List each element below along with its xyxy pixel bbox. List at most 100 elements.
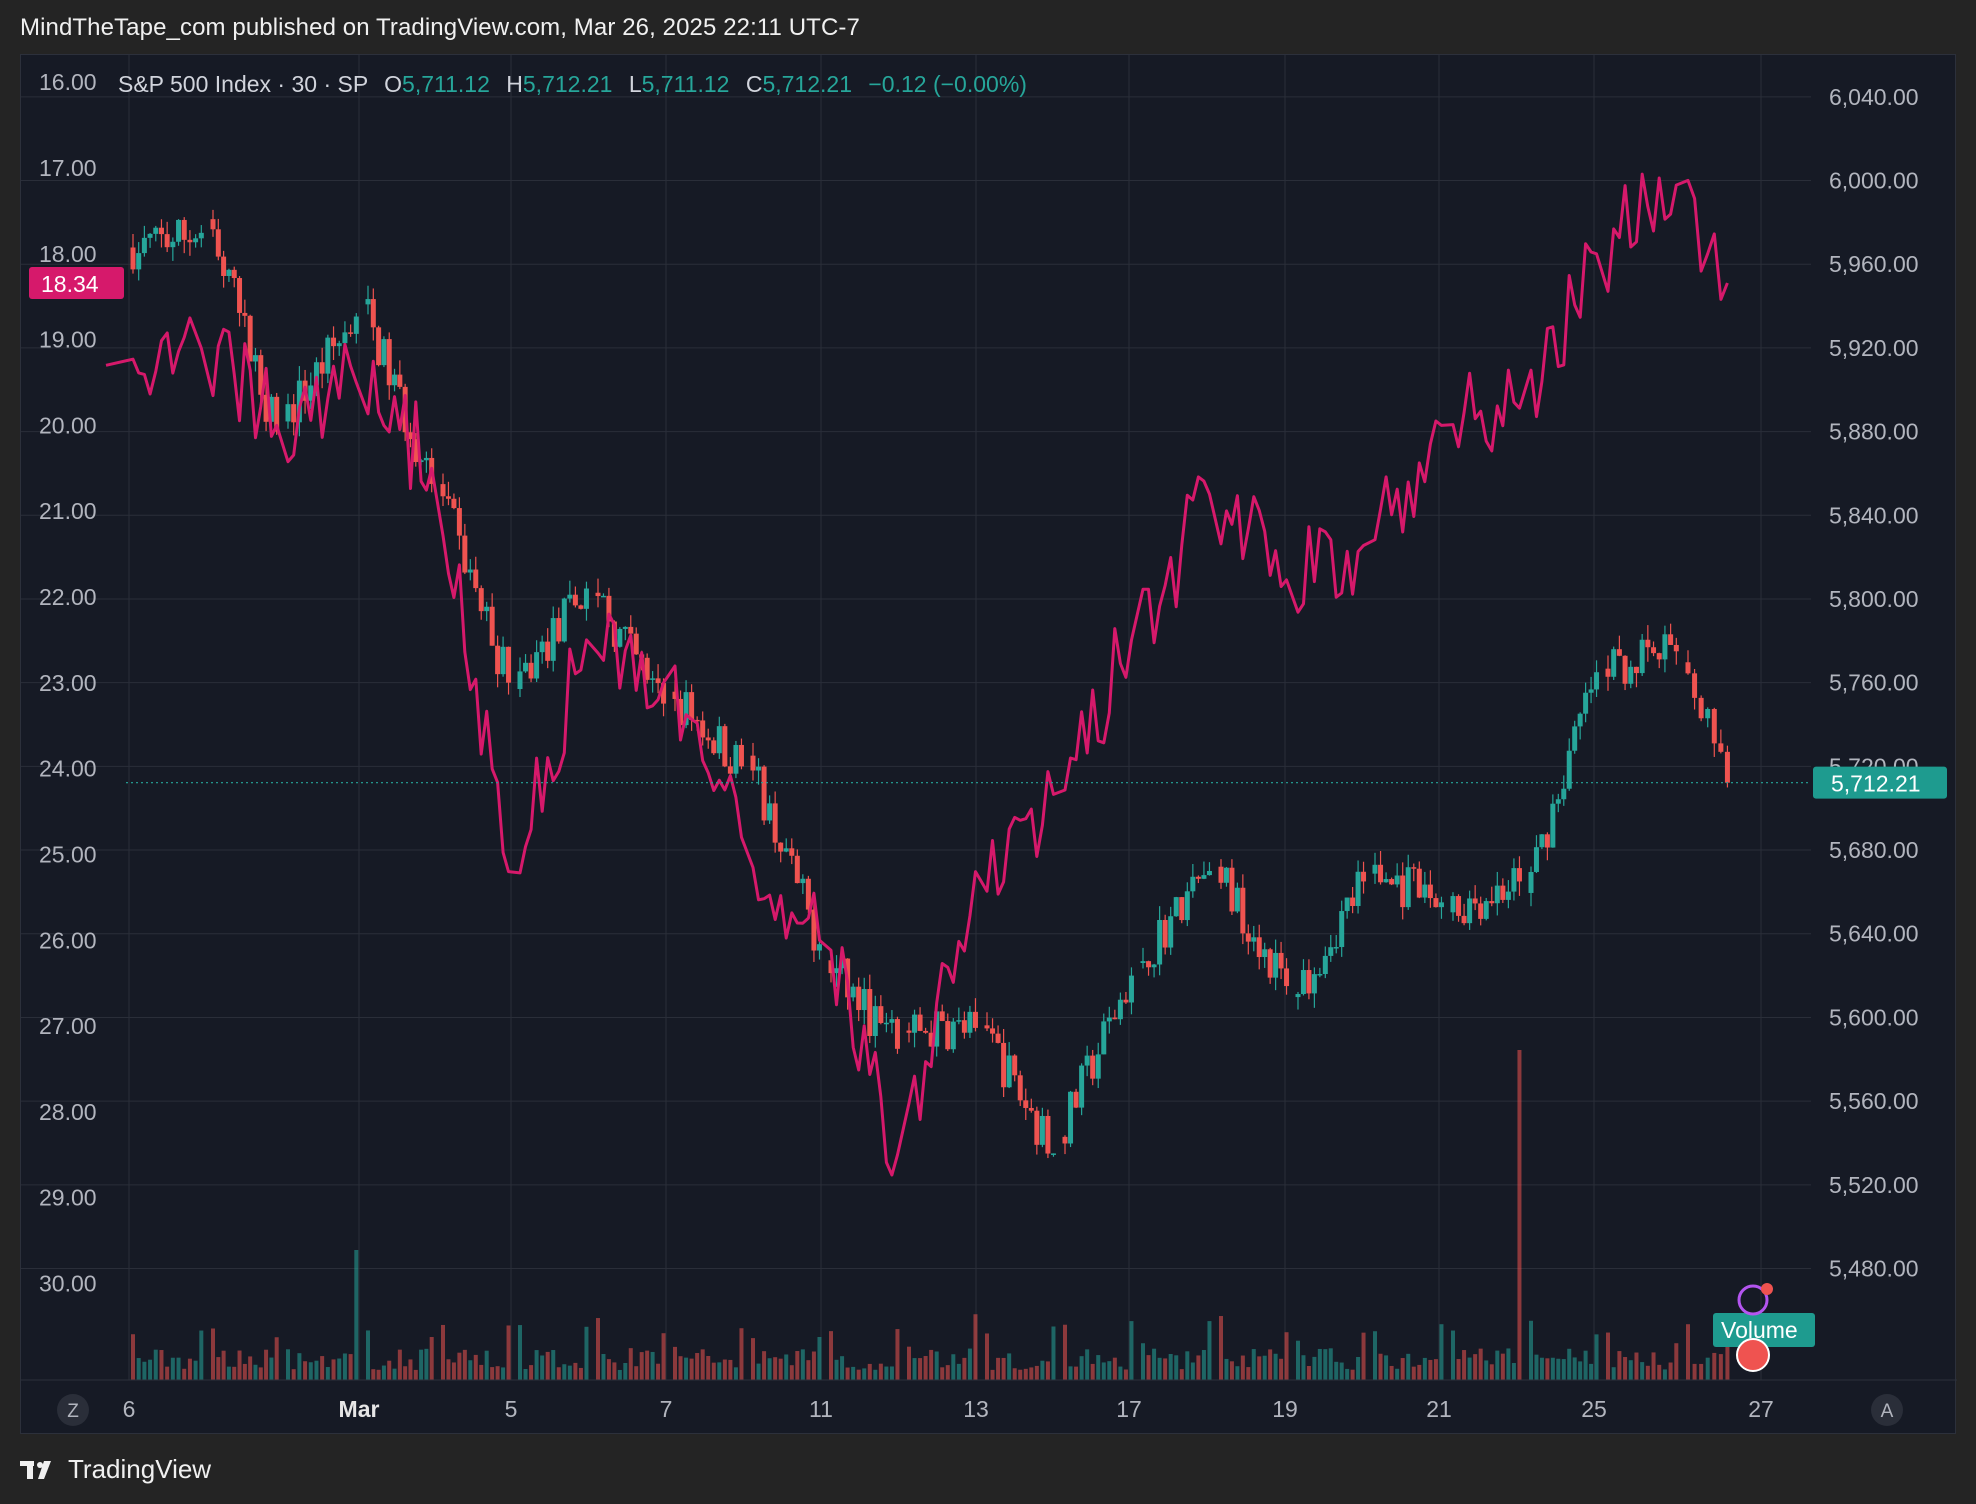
volume-bar <box>918 1358 923 1380</box>
volume-bar <box>689 1358 694 1380</box>
candle-body <box>423 457 429 461</box>
high-value: 5,712.21 <box>522 71 613 97</box>
candle-body <box>672 691 678 699</box>
volume-bar <box>159 1350 164 1380</box>
volume-bar <box>1296 1340 1300 1380</box>
candle-body <box>198 232 204 239</box>
z-scale-button[interactable]: Z <box>57 1394 89 1426</box>
candle-body <box>1039 1115 1045 1145</box>
volume-bar <box>187 1358 192 1380</box>
candle-body <box>878 1006 884 1024</box>
candle-body <box>1284 968 1290 987</box>
volume-bar <box>1207 1321 1212 1380</box>
candle-body <box>912 1014 918 1033</box>
volume-bar <box>1045 1361 1050 1380</box>
volume-bar <box>1251 1349 1256 1380</box>
candle-body <box>478 588 484 612</box>
volume-bar <box>1279 1358 1284 1380</box>
time-tick-label: 27 <box>1748 1396 1774 1422</box>
candle-body <box>141 237 147 254</box>
volume-bar <box>237 1350 242 1380</box>
volume-bar <box>634 1366 639 1380</box>
volume-bar <box>1651 1352 1656 1380</box>
volume-bar <box>506 1325 511 1380</box>
candle-body <box>489 606 495 646</box>
candle-body <box>1400 875 1406 908</box>
candle-body <box>1422 884 1428 898</box>
volume-bar <box>523 1369 528 1380</box>
volume-bar <box>1467 1357 1472 1380</box>
auto-scale-button[interactable]: A <box>1871 1394 1903 1426</box>
vix-badge-bg <box>29 266 124 299</box>
volume-bar <box>778 1358 783 1380</box>
candle-body <box>506 646 512 683</box>
volume-bar <box>1617 1351 1622 1380</box>
volume-bar <box>325 1367 330 1380</box>
volume-bar <box>1439 1324 1444 1380</box>
candle-body <box>1550 803 1556 848</box>
candle-body <box>1045 1115 1051 1154</box>
volume-bar <box>1692 1363 1697 1380</box>
volume-bar <box>342 1353 347 1380</box>
vix-tick-label: 27.00 <box>39 1013 97 1039</box>
vix-tick-label: 29.00 <box>39 1185 97 1211</box>
candle-body <box>967 1011 973 1033</box>
candle-body <box>539 641 545 653</box>
volume-bar <box>1406 1353 1411 1380</box>
volume-bar <box>834 1359 839 1380</box>
candle-body <box>392 374 398 386</box>
volume-bar <box>1112 1357 1117 1380</box>
candle-body <box>1146 961 1152 968</box>
volume-bar <box>473 1354 478 1380</box>
candle-body <box>1050 1153 1056 1155</box>
volume-bar <box>706 1356 711 1380</box>
grid-lines <box>21 55 1811 1380</box>
candle-body <box>1483 901 1489 919</box>
volume-bar <box>1389 1365 1394 1380</box>
candle-body <box>386 339 392 386</box>
volume-bar <box>308 1362 313 1380</box>
chart-panel[interactable]: 6,040.00 6,000.00 5,960.00 5,920.00 5,880.00… <box>20 54 1957 1435</box>
symbol-label[interactable]: S&P 500 Index · 30 · SP <box>118 71 368 97</box>
candle-body <box>247 315 253 362</box>
volume-bar <box>371 1369 376 1380</box>
volume-bar <box>1686 1324 1690 1380</box>
volume-bar <box>176 1357 181 1380</box>
candle-body <box>595 592 601 597</box>
volume-bar <box>884 1366 889 1380</box>
candle-body <box>1566 750 1572 789</box>
volume-bar <box>165 1366 170 1380</box>
volume-bar <box>1063 1324 1067 1380</box>
candle-body <box>1389 879 1395 885</box>
candle-body <box>319 362 325 374</box>
volume-bar <box>131 1334 135 1380</box>
candle-body <box>440 484 446 497</box>
candle-body <box>1394 875 1400 885</box>
volume-bar <box>468 1360 473 1380</box>
volume-bar <box>1029 1367 1034 1380</box>
candle-body <box>872 1006 878 1037</box>
candle-body <box>1006 1055 1012 1088</box>
volume-bar <box>756 1363 761 1380</box>
low-label: L <box>628 71 642 97</box>
candle-body <box>325 337 331 374</box>
candle-body <box>342 332 348 344</box>
volume-bar <box>628 1348 633 1380</box>
candle-body <box>883 1022 889 1025</box>
candle-body <box>1605 668 1611 677</box>
candle-body <box>861 989 867 1011</box>
candle-body <box>1438 902 1444 908</box>
time-tick-label: Mar <box>339 1396 380 1422</box>
volume-bar <box>1334 1361 1339 1380</box>
candle-body <box>1023 1100 1029 1108</box>
candle-body <box>1339 911 1345 948</box>
price-chart[interactable]: 6,040.00 6,000.00 5,960.00 5,920.00 5,880.00… <box>21 55 1957 1435</box>
spx-last-price-badge: 5,712.21 <box>1813 766 1947 799</box>
candle-body <box>1583 692 1589 714</box>
candle-body <box>1278 952 1284 969</box>
candle-body <box>811 909 817 951</box>
candle-body <box>1651 647 1657 654</box>
candle-body <box>889 1019 895 1023</box>
candle-body <box>1151 964 1157 968</box>
candle-body <box>939 1011 945 1022</box>
